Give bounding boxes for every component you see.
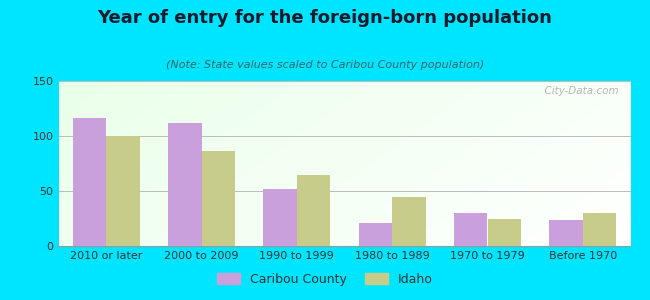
Legend: Caribou County, Idaho: Caribou County, Idaho xyxy=(213,268,437,291)
Bar xyxy=(488,218,521,246)
Text: Year of entry for the foreign-born population: Year of entry for the foreign-born popul… xyxy=(98,9,552,27)
Bar xyxy=(359,223,392,246)
Text: (Note: State values scaled to Caribou County population): (Note: State values scaled to Caribou Co… xyxy=(166,60,484,70)
Bar xyxy=(549,220,583,246)
Bar xyxy=(263,189,297,246)
Bar xyxy=(73,118,106,246)
Bar xyxy=(297,175,330,246)
Bar xyxy=(392,196,426,246)
Bar xyxy=(454,213,488,246)
Bar xyxy=(583,213,616,246)
Bar xyxy=(106,136,140,246)
Bar xyxy=(168,123,202,246)
Bar xyxy=(202,152,235,246)
Text: City-Data.com: City-Data.com xyxy=(538,86,619,96)
